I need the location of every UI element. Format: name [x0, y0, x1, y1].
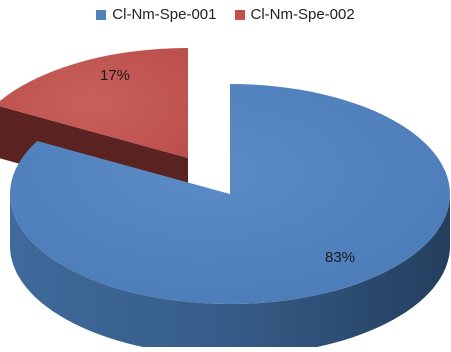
data-label-series-1: 83% — [325, 249, 355, 266]
slice-1-outer-wall — [10, 194, 450, 352]
legend-item-series-1: Cl-Nm-Spe-001 — [96, 6, 217, 23]
slice-2-top — [0, 48, 188, 158]
data-label-series-2: 17% — [100, 67, 130, 84]
legend-item-series-2: Cl-Nm-Spe-002 — [234, 6, 355, 23]
slice-1-top — [10, 84, 451, 304]
legend-label-series-1: Cl-Nm-Spe-001 — [112, 6, 217, 23]
legend-label-series-2: Cl-Nm-Spe-002 — [250, 6, 355, 23]
legend-swatch-series-1 — [96, 9, 107, 20]
legend: Cl-Nm-Spe-001 Cl-Nm-Spe-002 — [0, 6, 451, 23]
legend-swatch-series-2 — [234, 9, 245, 20]
